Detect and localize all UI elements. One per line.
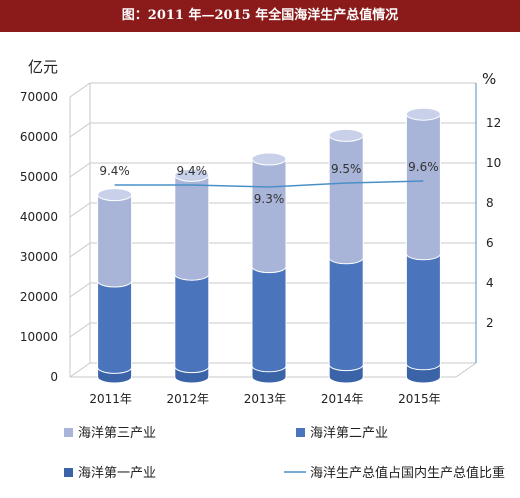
bar-top-cap bbox=[328, 128, 364, 142]
bar-segment bbox=[405, 253, 441, 371]
legend-swatch bbox=[64, 428, 73, 437]
y-left-tick-label: 40000 bbox=[20, 210, 58, 224]
line-layer: 9.4% 9.4% 9.3% 9.5% 9.6% bbox=[99, 160, 438, 206]
y-left-tick-label: 60000 bbox=[20, 130, 58, 144]
gridline-diagonal bbox=[69, 82, 91, 98]
y-right-tick-label: 6 bbox=[486, 236, 494, 250]
ratio-data-label: 9.4% bbox=[99, 164, 130, 178]
gridline-diagonal bbox=[69, 242, 91, 258]
y-right-tick-label: 12 bbox=[486, 116, 501, 130]
axis-layer: 亿元 0 10000 20000 30000 40000 50000 60000 70000% 2… bbox=[20, 58, 501, 406]
bar-layer bbox=[97, 107, 441, 384]
bar-segment bbox=[97, 194, 133, 288]
legend-label: 海洋第二产业 bbox=[310, 426, 388, 441]
ratio-line bbox=[114, 180, 424, 188]
x-tick-label: 2011年 bbox=[89, 392, 132, 406]
x-tick-label: 2012年 bbox=[167, 392, 210, 406]
bar-top-cap bbox=[97, 188, 133, 202]
ratio-data-label: 9.5% bbox=[331, 162, 362, 176]
y-left-tick-label: 50000 bbox=[20, 170, 58, 184]
legend-swatch bbox=[64, 468, 73, 477]
y-left-tick-label: 30000 bbox=[20, 250, 58, 264]
bar-segment bbox=[97, 280, 133, 374]
legend-swatch bbox=[296, 428, 305, 437]
floor-right-edge bbox=[455, 362, 477, 378]
gridline-diagonal bbox=[69, 162, 91, 178]
chart-title: 图：2011 年—2015 年全国海洋生产总值情况 bbox=[0, 0, 520, 32]
y-right-tick-label: 8 bbox=[486, 196, 494, 210]
bar-segment bbox=[405, 113, 441, 261]
ratio-data-label: 9.3% bbox=[254, 192, 285, 206]
y-left-tick-label: 0 bbox=[50, 370, 58, 384]
y-right-tick-label: 4 bbox=[486, 276, 494, 290]
gridline-diagonal bbox=[69, 202, 91, 218]
y-axis-right-label: % bbox=[482, 70, 496, 88]
bar-segment bbox=[251, 266, 287, 373]
y-left-tick-label: 10000 bbox=[20, 330, 58, 344]
bar-top-cap bbox=[251, 152, 287, 166]
gridline-diagonal bbox=[69, 282, 91, 298]
bar-segment bbox=[328, 134, 364, 265]
gridline-diagonal bbox=[69, 362, 91, 378]
y-right-tick-label: 10 bbox=[486, 156, 501, 170]
legend-label: 海洋生产总值占国内生产总值比重 bbox=[310, 465, 505, 481]
bar-segment bbox=[251, 158, 287, 274]
gridline-diagonal bbox=[69, 122, 91, 138]
bar-top-cap bbox=[174, 168, 210, 182]
bar-segment bbox=[174, 273, 210, 374]
gridline-diagonal bbox=[69, 322, 91, 338]
ratio-data-label: 9.4% bbox=[177, 164, 208, 178]
bar-top-cap bbox=[405, 107, 441, 121]
bar-segment bbox=[174, 174, 210, 281]
x-tick-label: 2013年 bbox=[244, 392, 287, 406]
bar-segment bbox=[328, 257, 364, 372]
y-left-tick-label: 70000 bbox=[20, 90, 58, 104]
y-right-tick-label: 2 bbox=[486, 316, 494, 330]
legend-label: 海洋第一产业 bbox=[78, 466, 156, 481]
chart-svg: 亿元 0 10000 20000 30000 40000 50000 60000 70000% 2… bbox=[20, 58, 505, 481]
legend-label: 海洋第三产业 bbox=[78, 426, 156, 441]
x-tick-label: 2014年 bbox=[321, 392, 364, 406]
ratio-data-label: 9.6% bbox=[408, 160, 439, 174]
y-axis-left-label: 亿元 bbox=[28, 58, 58, 76]
x-tick-label: 2015年 bbox=[398, 392, 441, 406]
y-left-tick-label: 20000 bbox=[20, 290, 58, 304]
